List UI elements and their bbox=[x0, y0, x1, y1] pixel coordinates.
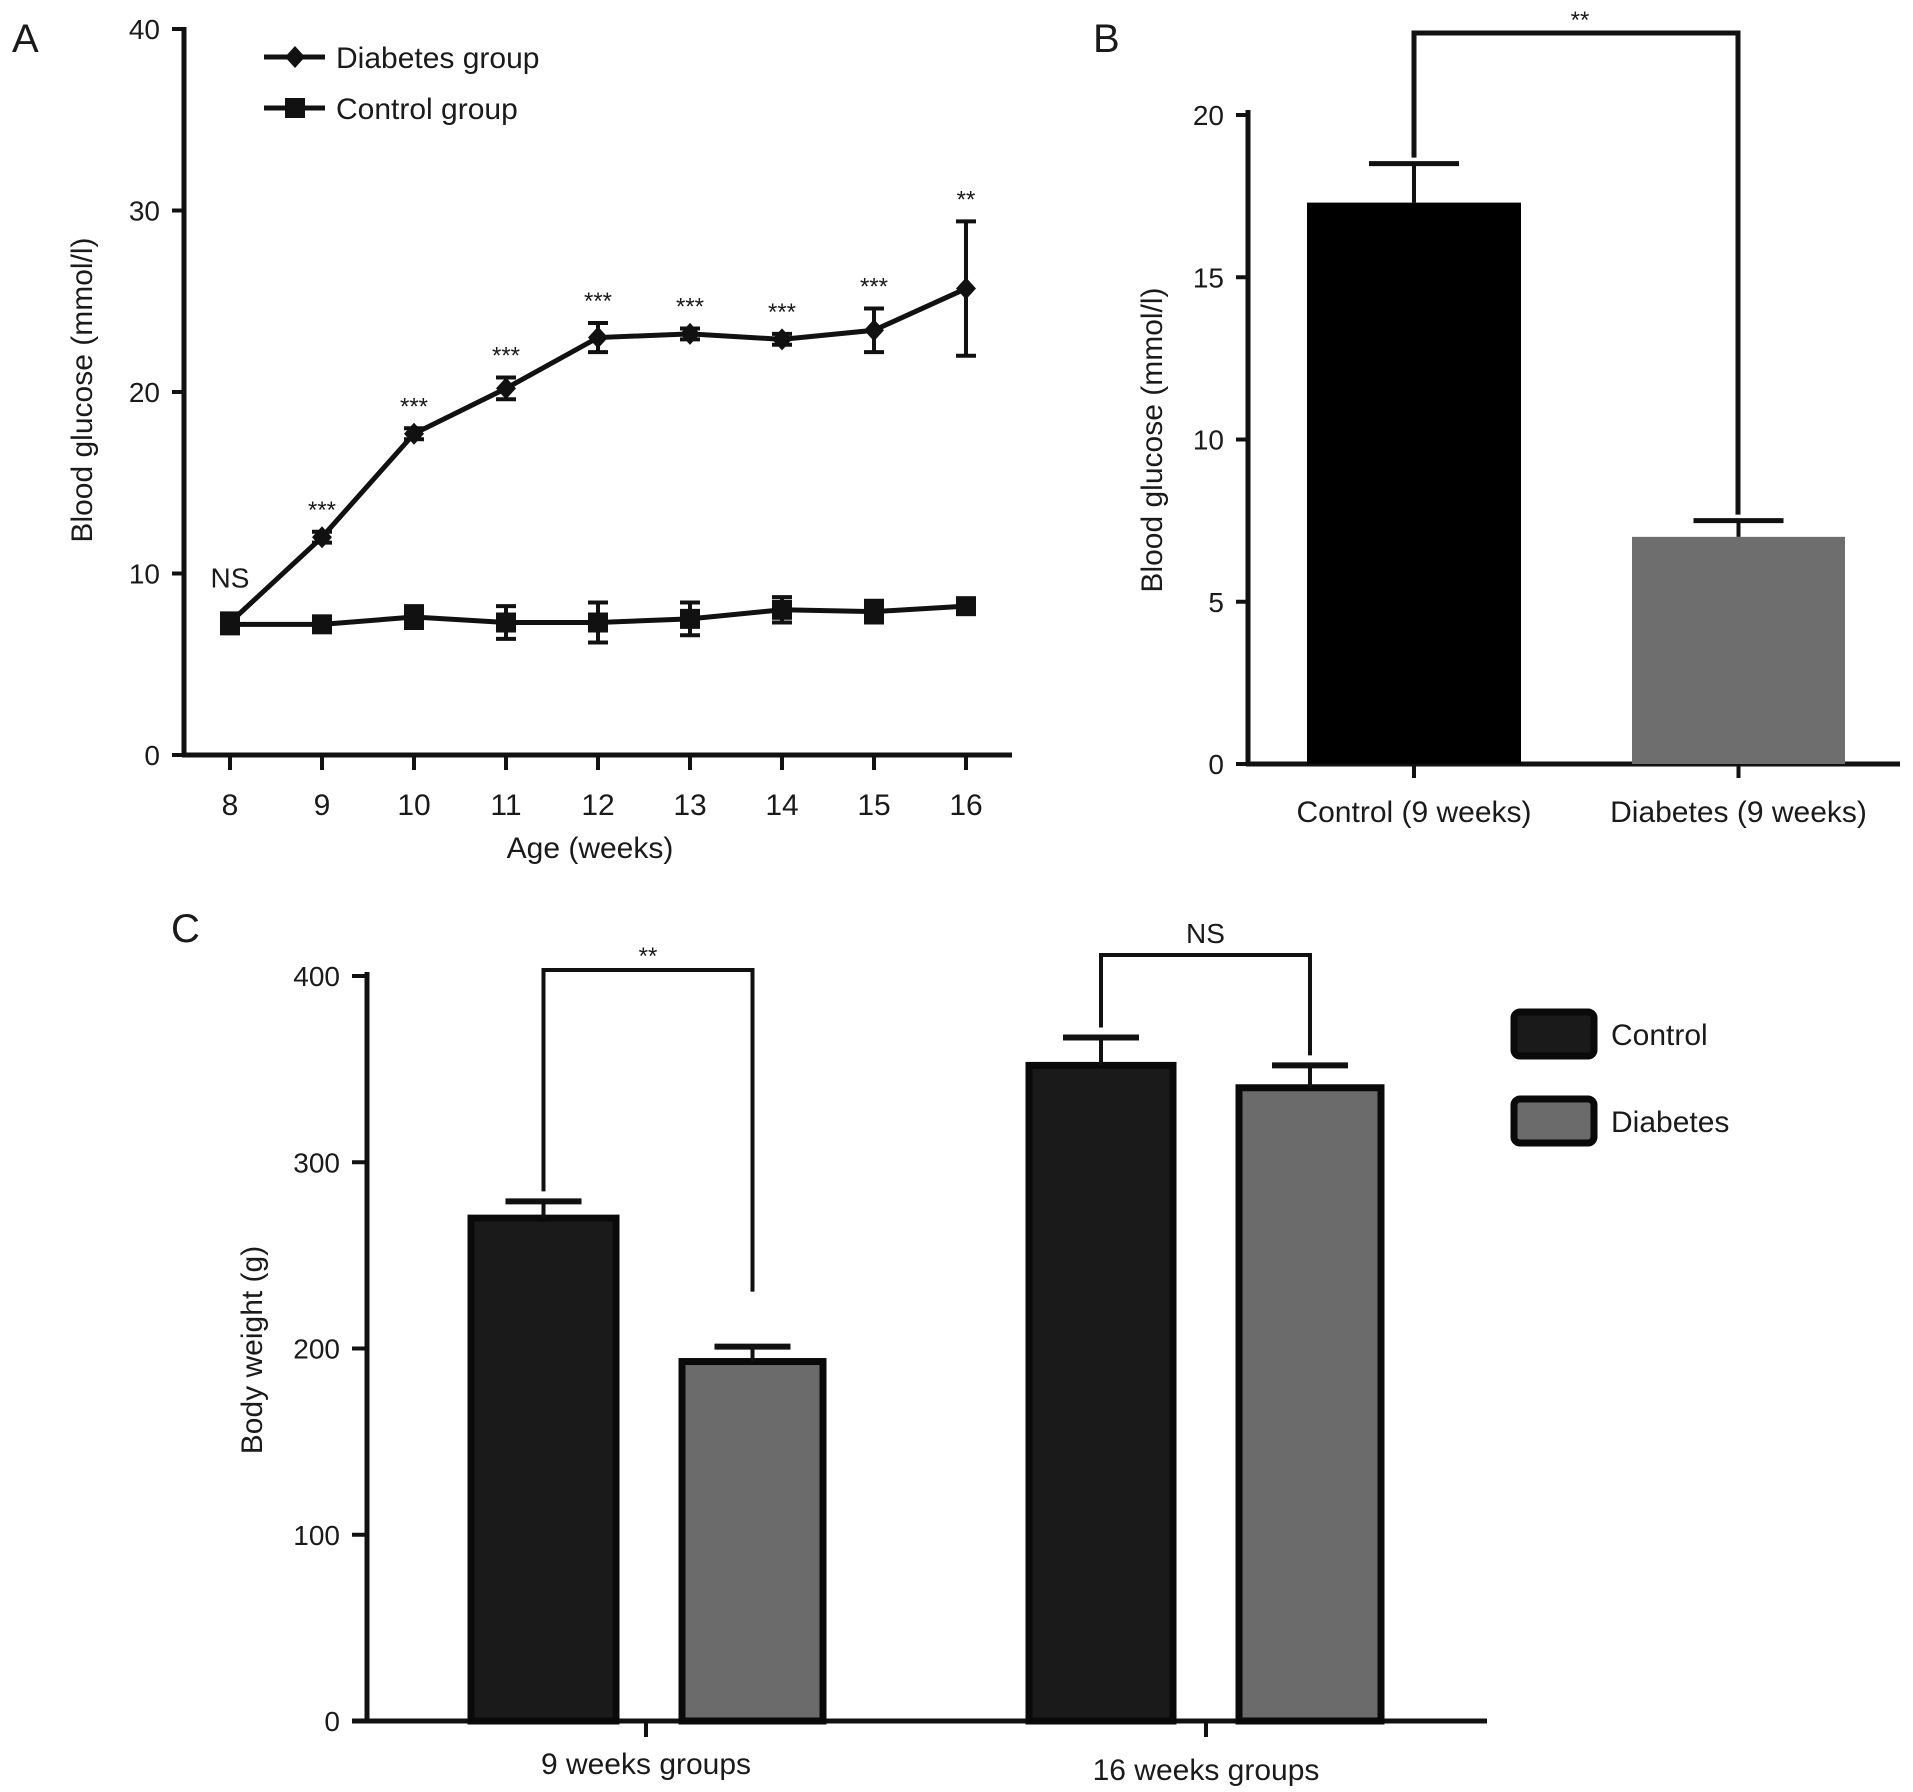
a-legend-marker-diamond bbox=[285, 46, 305, 68]
b-y-axis-label: Blood glucose (mmol/l) bbox=[1136, 287, 1169, 592]
a-significance-label: NS bbox=[211, 563, 250, 594]
c-legend-label: Control bbox=[1611, 1019, 1708, 1052]
a-y-tick-label: 40 bbox=[129, 14, 160, 45]
a-y-axis-label: Blood glucose (mmol/l) bbox=[66, 237, 99, 542]
a-x-tick-label: 15 bbox=[857, 789, 890, 822]
c-y-tick-label: 0 bbox=[324, 1706, 340, 1737]
a-point-diabetes bbox=[404, 422, 424, 445]
a-legend-label: Control group bbox=[336, 93, 518, 126]
c-bar-control bbox=[1025, 1061, 1177, 1725]
a-point-diabetes bbox=[588, 326, 608, 349]
a-legend-label: Diabetes group bbox=[336, 42, 539, 75]
a-point-control bbox=[680, 608, 700, 629]
b-y-tick-label: 5 bbox=[1208, 587, 1224, 618]
a-point-control bbox=[496, 612, 516, 633]
a-x-axis-label: Age (weeks) bbox=[507, 832, 674, 865]
b-bar-control bbox=[1307, 202, 1521, 765]
a-point-diabetes bbox=[312, 526, 332, 549]
b-significance-bracket bbox=[1411, 30, 1741, 515]
a-x-tick-label: 13 bbox=[673, 789, 706, 822]
panel-label-c: C bbox=[171, 907, 200, 951]
a-x-tick-label: 9 bbox=[314, 789, 331, 822]
c-significance-label: ** bbox=[639, 943, 658, 970]
c-y-tick-label: 100 bbox=[293, 1520, 340, 1551]
c-y-tick-label: 200 bbox=[293, 1334, 340, 1365]
a-y-tick-label: 10 bbox=[129, 559, 160, 590]
a-significance-label: *** bbox=[768, 299, 796, 326]
b-bar-diabetes bbox=[1632, 536, 1845, 764]
c-bar-control bbox=[467, 1214, 620, 1725]
a-significance-label: *** bbox=[584, 288, 612, 315]
b-y-tick-label: 0 bbox=[1208, 749, 1224, 780]
c-significance-label: NS bbox=[1186, 918, 1225, 949]
c-significance-bracket bbox=[1099, 953, 1312, 1056]
a-point-control bbox=[772, 599, 792, 620]
a-significance-label: *** bbox=[400, 393, 428, 420]
c-y-tick-label: 400 bbox=[293, 961, 340, 992]
b-x-tick-label: Diabetes (9 weeks) bbox=[1610, 796, 1867, 829]
c-legend-swatch-control bbox=[1510, 1008, 1598, 1060]
b-significance-label: ** bbox=[1571, 7, 1590, 34]
a-point-diabetes bbox=[680, 322, 700, 345]
b-y-tick-label: 10 bbox=[1193, 425, 1224, 456]
a-x-tick-label: 11 bbox=[490, 789, 521, 822]
b-y-tick-label: 15 bbox=[1193, 262, 1224, 293]
c-legend-swatch-diabetes bbox=[1510, 1095, 1598, 1147]
c-legend-label: Diabetes bbox=[1611, 1106, 1729, 1139]
a-point-diabetes bbox=[496, 377, 516, 400]
a-x-tick-label: 14 bbox=[765, 789, 798, 822]
a-legend-marker-square bbox=[285, 98, 305, 118]
c-group-label: 16 weeks groups bbox=[1093, 1754, 1320, 1787]
a-significance-label: *** bbox=[492, 342, 520, 369]
a-point-control bbox=[220, 614, 240, 635]
c-significance-bracket bbox=[541, 968, 755, 1292]
a-y-tick-label: 30 bbox=[129, 196, 160, 227]
a-point-control bbox=[864, 601, 884, 622]
a-y-tick-label: 0 bbox=[144, 740, 160, 771]
a-point-diabetes bbox=[772, 328, 792, 351]
c-y-axis-label: Body weight (g) bbox=[236, 1246, 269, 1454]
a-point-diabetes bbox=[864, 319, 884, 342]
a-significance-label: *** bbox=[860, 274, 888, 301]
b-y-tick-label: 20 bbox=[1193, 100, 1224, 131]
a-point-control bbox=[956, 596, 976, 617]
a-x-tick-label: 10 bbox=[397, 789, 430, 822]
panel-label-a: A bbox=[12, 17, 39, 61]
c-bar-diabetes bbox=[678, 1358, 827, 1725]
a-point-control bbox=[312, 614, 332, 635]
a-x-tick-label: 8 bbox=[222, 789, 239, 822]
c-y-tick-label: 300 bbox=[293, 1147, 340, 1178]
a-x-tick-label: 12 bbox=[581, 789, 614, 822]
a-point-control bbox=[588, 612, 608, 633]
c-group-label: 9 weeks groups bbox=[541, 1748, 751, 1781]
a-x-tick-label: 16 bbox=[949, 789, 982, 822]
a-y-tick-label: 20 bbox=[129, 377, 160, 408]
a-significance-label: *** bbox=[676, 293, 704, 320]
a-point-control bbox=[404, 607, 424, 628]
panel-label-b: B bbox=[1093, 17, 1120, 61]
c-bar-diabetes bbox=[1235, 1084, 1385, 1725]
b-x-tick-label: Control (9 weeks) bbox=[1296, 796, 1531, 829]
a-point-diabetes bbox=[956, 277, 976, 300]
a-significance-label: ** bbox=[957, 186, 976, 213]
a-significance-label: *** bbox=[308, 497, 336, 524]
